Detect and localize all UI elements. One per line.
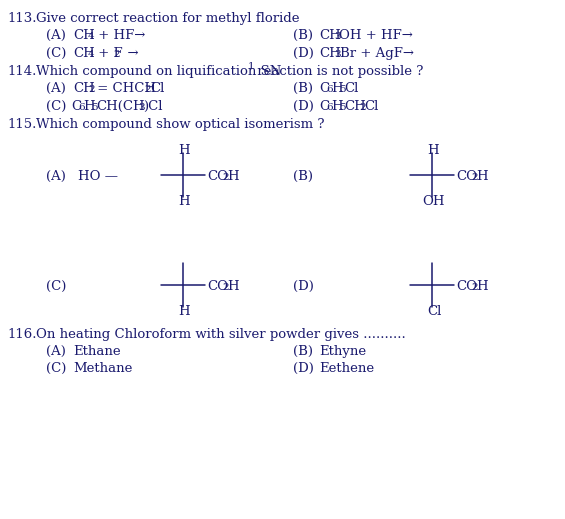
Text: Which compound show optical isomerism ?: Which compound show optical isomerism ? [36, 118, 324, 131]
Text: CO: CO [456, 280, 477, 293]
Text: (C): (C) [46, 362, 66, 375]
Text: (C): (C) [46, 280, 66, 293]
Text: 113.: 113. [7, 12, 37, 25]
Text: Ethyne: Ethyne [319, 345, 366, 358]
Text: Cl: Cl [150, 82, 164, 95]
Text: (B): (B) [293, 29, 313, 42]
Text: 2: 2 [144, 85, 151, 94]
Text: (A): (A) [46, 345, 66, 358]
Text: )Cl: )Cl [143, 100, 163, 113]
Text: Ethane: Ethane [73, 345, 120, 358]
Text: 6: 6 [326, 85, 333, 94]
Text: 2: 2 [88, 85, 94, 94]
Text: (B): (B) [293, 170, 313, 183]
Text: 2: 2 [359, 103, 366, 112]
Text: Cl: Cl [427, 305, 441, 318]
Text: 5: 5 [339, 103, 346, 112]
Text: Cl: Cl [364, 100, 379, 113]
Text: 2: 2 [471, 283, 477, 292]
Text: (B): (B) [293, 345, 313, 358]
Text: 2: 2 [222, 173, 229, 182]
Text: 2: 2 [113, 50, 120, 59]
Text: (C): (C) [46, 100, 66, 113]
Text: H: H [227, 280, 238, 293]
Text: 116.: 116. [7, 328, 37, 341]
Text: Br + AgF→: Br + AgF→ [340, 47, 414, 60]
Text: 4: 4 [88, 50, 94, 59]
Text: 2: 2 [471, 173, 477, 182]
Text: 114.: 114. [7, 65, 36, 78]
Text: →: → [119, 47, 138, 60]
Text: (D): (D) [293, 100, 314, 113]
Text: (A): (A) [46, 170, 66, 183]
Text: H: H [178, 144, 190, 157]
Text: H: H [227, 170, 238, 183]
Text: CO: CO [207, 280, 228, 293]
Text: 3: 3 [334, 50, 341, 59]
Text: H: H [178, 195, 190, 208]
Text: CH(CH: CH(CH [96, 100, 145, 113]
Text: (D): (D) [293, 47, 314, 60]
Text: H: H [427, 144, 438, 157]
Text: C: C [319, 100, 329, 113]
Text: On heating Chloroform with silver powder gives ..........: On heating Chloroform with silver powder… [36, 328, 406, 341]
Text: H: H [178, 305, 190, 318]
Text: CO: CO [456, 170, 477, 183]
Text: 2: 2 [222, 283, 229, 292]
Text: CH: CH [73, 29, 95, 42]
Text: Which compound on liquification SN: Which compound on liquification SN [36, 65, 281, 78]
Text: H: H [476, 170, 488, 183]
Text: OH + HF→: OH + HF→ [339, 29, 413, 42]
Text: 6: 6 [326, 103, 333, 112]
Text: + F: + F [94, 47, 123, 60]
Text: CH: CH [319, 47, 341, 60]
Text: 5: 5 [339, 85, 346, 94]
Text: = CHCH: = CHCH [93, 82, 156, 95]
Text: CO: CO [207, 170, 228, 183]
Text: CH: CH [319, 29, 341, 42]
Text: 115.: 115. [7, 118, 36, 131]
Text: H: H [83, 100, 94, 113]
Text: CH: CH [344, 100, 366, 113]
Text: 3: 3 [334, 32, 341, 41]
Text: (D): (D) [293, 362, 314, 375]
Text: 3: 3 [138, 103, 145, 112]
Text: HO —: HO — [78, 170, 118, 183]
Text: Cl: Cl [344, 82, 358, 95]
Text: OH: OH [422, 195, 445, 208]
Text: Eethene: Eethene [319, 362, 374, 375]
Text: (D): (D) [293, 280, 314, 293]
Text: (B): (B) [293, 82, 313, 95]
Text: H: H [331, 100, 342, 113]
Text: (A): (A) [46, 82, 66, 95]
Text: H: H [331, 82, 342, 95]
Text: reaction is not possible ?: reaction is not possible ? [253, 65, 423, 78]
Text: (A): (A) [46, 29, 66, 42]
Text: 6: 6 [78, 103, 85, 112]
Text: (C): (C) [46, 47, 66, 60]
Text: 1: 1 [248, 62, 255, 71]
Text: C: C [71, 100, 81, 113]
Text: CH: CH [73, 47, 95, 60]
Text: 5: 5 [91, 103, 98, 112]
Text: Methane: Methane [73, 362, 132, 375]
Text: 4: 4 [88, 32, 94, 41]
Text: CH: CH [73, 82, 95, 95]
Text: C: C [319, 82, 329, 95]
Text: H: H [476, 280, 488, 293]
Text: + HF→: + HF→ [94, 29, 145, 42]
Text: Give correct reaction for methyl floride: Give correct reaction for methyl floride [36, 12, 299, 25]
